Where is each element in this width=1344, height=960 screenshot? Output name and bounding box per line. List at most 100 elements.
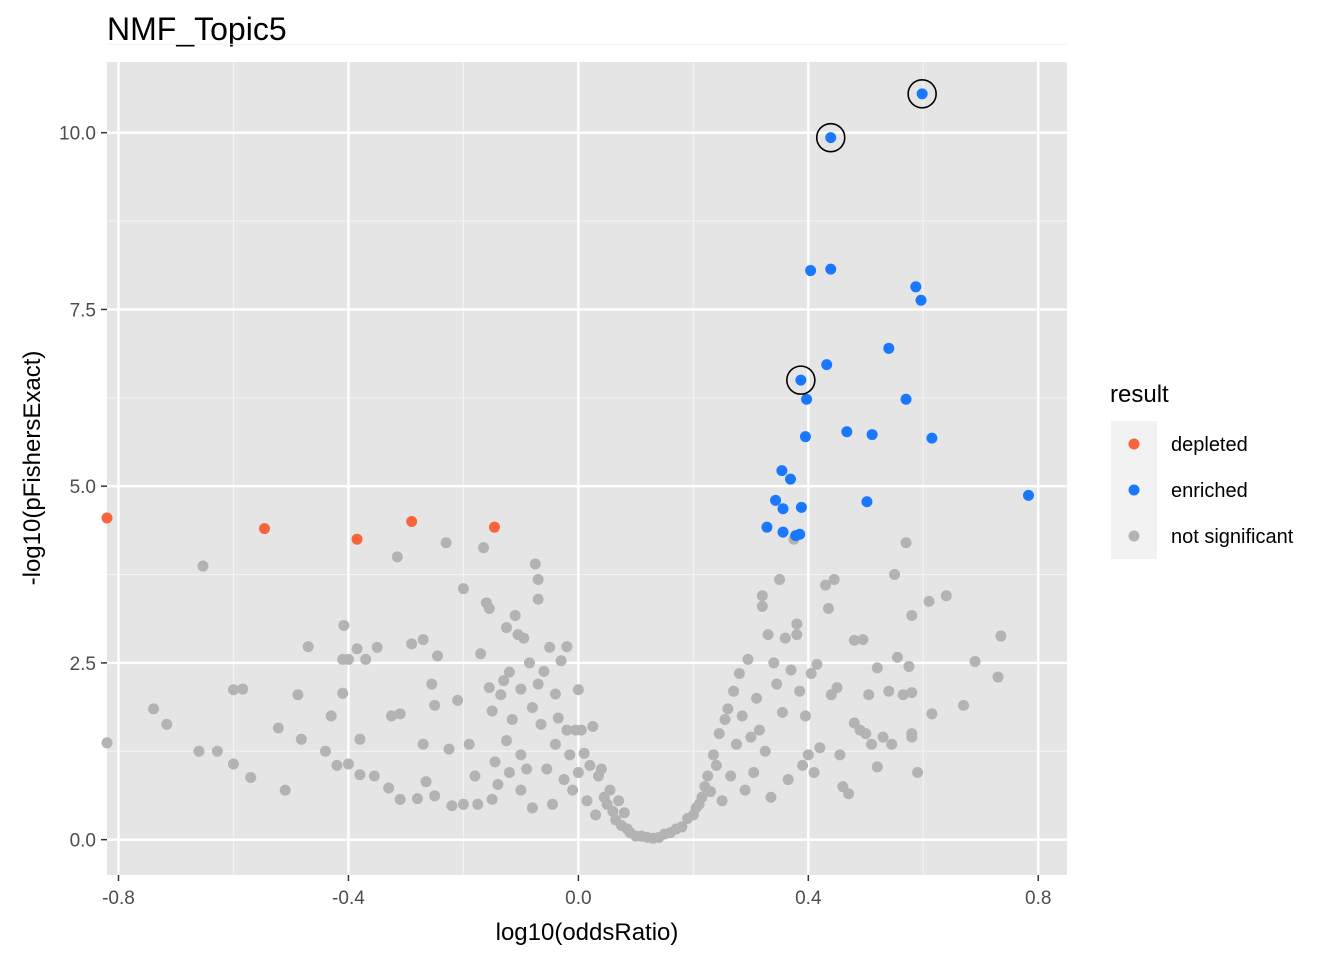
not-significant-point xyxy=(478,542,490,554)
not-significant-point xyxy=(506,713,518,725)
depleted-point xyxy=(259,523,271,535)
not-significant-point xyxy=(469,770,481,782)
not-significant-point xyxy=(342,653,354,665)
enriched-point xyxy=(825,263,837,275)
not-significant-point xyxy=(457,798,469,810)
not-significant-point xyxy=(486,793,498,805)
not-significant-point xyxy=(564,749,576,761)
not-significant-point xyxy=(529,558,541,570)
not-significant-point xyxy=(590,809,602,821)
highlight-ring xyxy=(907,79,937,109)
not-significant-point xyxy=(595,763,607,775)
not-significant-point xyxy=(768,657,780,669)
not-significant-point xyxy=(730,738,742,750)
depleted-point xyxy=(406,516,418,528)
not-significant-point xyxy=(417,738,429,750)
not-significant-point xyxy=(733,668,745,680)
not-significant-point xyxy=(547,798,559,810)
not-significant-point xyxy=(148,703,160,715)
not-significant-point xyxy=(923,595,935,607)
legend-swatch-depleted xyxy=(1128,438,1140,450)
enriched-point xyxy=(777,526,789,538)
not-significant-point xyxy=(101,737,113,749)
not-significant-point xyxy=(368,770,380,782)
not-significant-point xyxy=(863,689,875,701)
depleted-point xyxy=(351,533,363,545)
not-significant-point xyxy=(555,655,567,667)
not-significant-point xyxy=(338,619,350,631)
not-significant-point xyxy=(797,759,809,771)
not-significant-point xyxy=(799,710,811,722)
not-significant-point xyxy=(613,795,625,807)
not-significant-point xyxy=(394,708,406,720)
enriched-point xyxy=(910,281,922,293)
not-significant-point xyxy=(742,653,754,665)
enriched-point xyxy=(761,521,773,533)
enriched-point xyxy=(883,342,895,354)
not-significant-point xyxy=(794,685,806,697)
not-significant-point xyxy=(940,590,952,602)
not-significant-point xyxy=(535,718,547,730)
not-significant-point xyxy=(828,573,840,585)
not-significant-point xyxy=(604,784,616,796)
highlight-ring xyxy=(815,122,846,153)
x-axis-ticks: -0.8 -0.4 0.0 0.4 0.8 xyxy=(102,875,1051,909)
not-significant-point xyxy=(325,710,337,722)
series-depleted xyxy=(101,512,500,545)
not-significant-point xyxy=(532,573,544,585)
enriched-point xyxy=(776,465,788,477)
not-significant-point xyxy=(295,733,307,745)
not-significant-point xyxy=(518,632,530,644)
not-significant-point xyxy=(759,745,771,757)
not-significant-point xyxy=(302,641,314,653)
not-significant-point xyxy=(386,710,398,722)
not-significant-point xyxy=(567,784,579,796)
not-significant-point xyxy=(193,745,205,757)
not-significant-point xyxy=(394,793,406,805)
not-significant-point xyxy=(541,763,553,775)
not-significant-point xyxy=(958,699,970,711)
enriched-point xyxy=(821,359,833,371)
not-significant-point xyxy=(526,701,538,713)
enriched-point xyxy=(915,294,927,306)
not-significant-point xyxy=(411,793,423,805)
x-tick-label: -0.4 xyxy=(332,888,365,909)
x-tick-label: 0.0 xyxy=(565,888,591,909)
x-axis-title: log10(oddsRatio) xyxy=(496,919,679,946)
not-significant-point xyxy=(877,731,889,743)
series-not-significant xyxy=(101,533,1007,844)
enriched-point xyxy=(770,494,782,506)
not-significant-point xyxy=(912,766,924,778)
not-significant-point xyxy=(722,703,734,715)
not-significant-point xyxy=(197,560,209,572)
not-significant-point xyxy=(342,758,354,770)
not-significant-point xyxy=(319,745,331,757)
not-significant-point xyxy=(696,791,708,803)
not-significant-point xyxy=(483,682,495,694)
not-significant-point xyxy=(509,610,521,622)
depleted-point xyxy=(101,512,113,524)
not-significant-point xyxy=(765,791,777,803)
not-significant-point xyxy=(581,795,593,807)
not-significant-point xyxy=(515,683,527,695)
not-significant-point xyxy=(871,761,883,773)
not-significant-point xyxy=(331,759,343,771)
not-significant-point xyxy=(524,657,536,669)
not-significant-point xyxy=(426,678,438,690)
not-significant-point xyxy=(521,763,533,775)
not-significant-point xyxy=(848,634,860,646)
not-significant-point xyxy=(498,675,510,687)
not-significant-point xyxy=(272,722,284,734)
enriched-point xyxy=(784,473,796,485)
not-significant-point xyxy=(719,713,731,725)
not-significant-point xyxy=(843,788,855,800)
not-significant-point xyxy=(751,692,763,704)
y-tick-label: 7.5 xyxy=(70,300,96,321)
not-significant-point xyxy=(736,710,748,722)
enriched-point xyxy=(801,393,813,405)
not-significant-point xyxy=(417,634,429,646)
not-significant-point xyxy=(883,685,895,697)
not-significant-point xyxy=(607,805,619,817)
not-significant-point xyxy=(779,632,791,644)
not-significant-point xyxy=(211,745,223,757)
